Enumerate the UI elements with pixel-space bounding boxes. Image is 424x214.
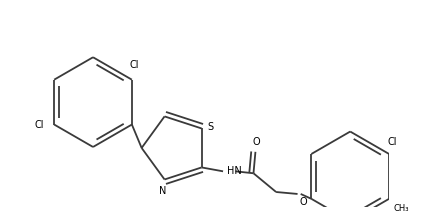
Text: CH₃: CH₃ — [394, 204, 409, 213]
Text: N: N — [159, 186, 166, 196]
Text: Cl: Cl — [35, 120, 45, 129]
Text: Cl: Cl — [388, 137, 397, 147]
Text: S: S — [207, 122, 214, 132]
Text: O: O — [299, 197, 307, 207]
Text: O: O — [252, 137, 260, 147]
Text: Cl: Cl — [129, 60, 139, 70]
Text: HN: HN — [227, 166, 242, 175]
